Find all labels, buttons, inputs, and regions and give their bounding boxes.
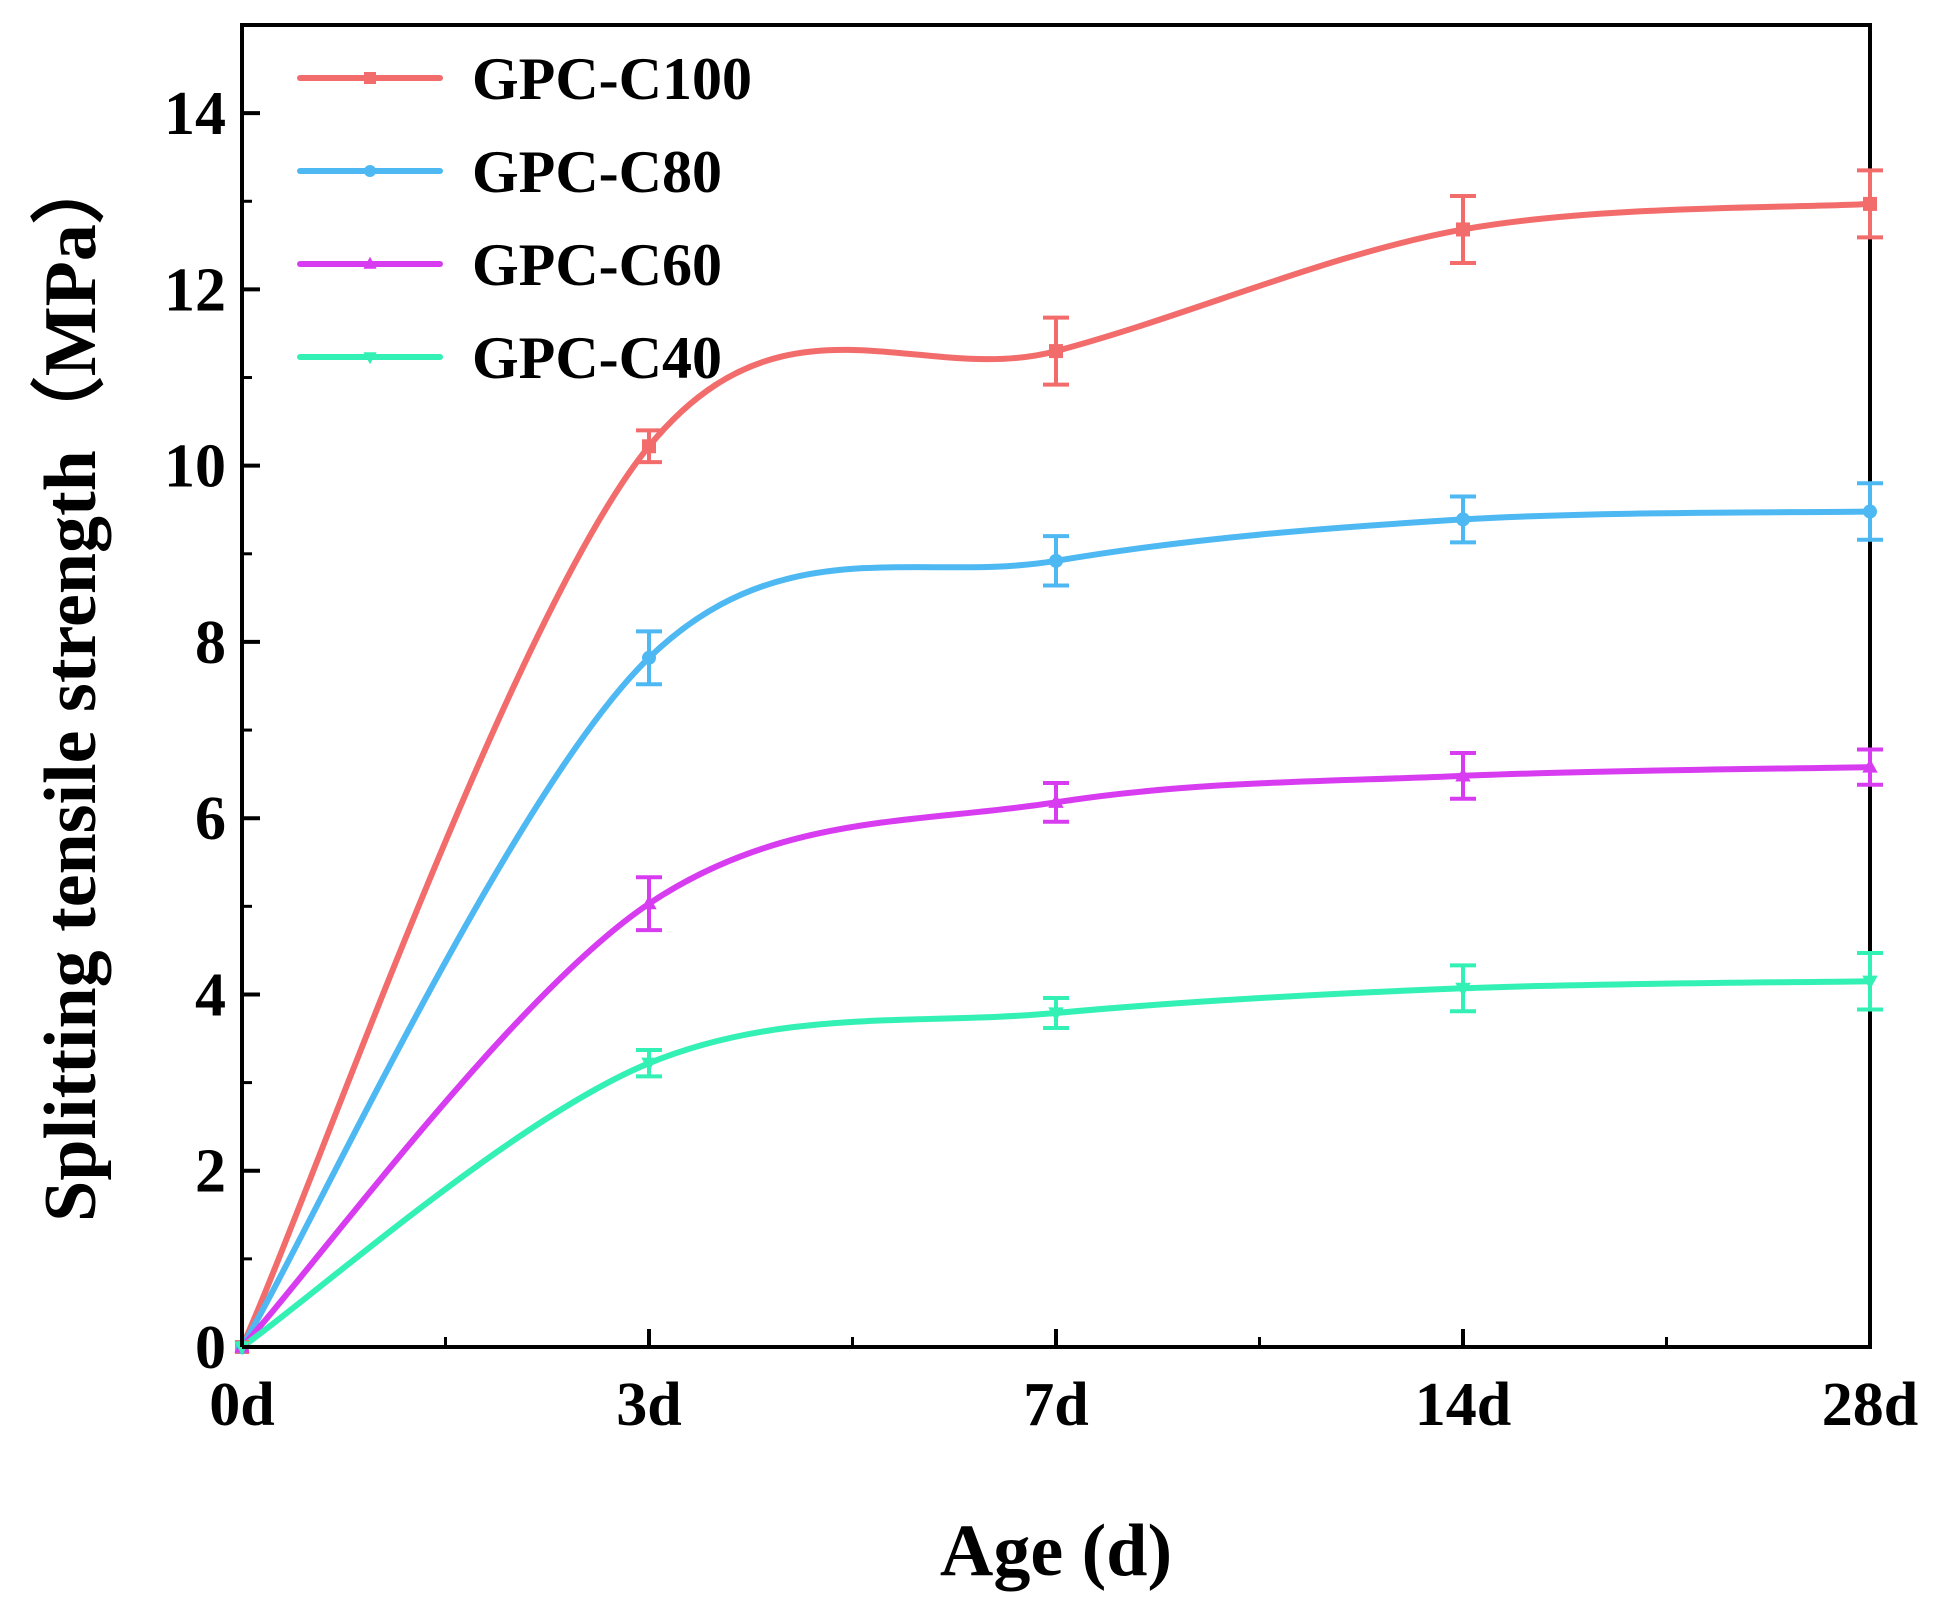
data-point-gpc-c80	[642, 650, 656, 665]
data-point-gpc-c100	[1863, 196, 1877, 211]
y-tick-label: 14	[164, 80, 226, 148]
data-point-gpc-c60	[1862, 758, 1878, 773]
data-point-gpc-c60	[1048, 793, 1064, 808]
y-tick-label: 0	[195, 1314, 226, 1382]
data-point-gpc-c60	[641, 895, 657, 910]
data-point-gpc-c40	[1455, 982, 1471, 997]
x-axis: 0d 3d 7d 14d 28d	[209, 1329, 1918, 1439]
data-point-gpc-c40	[1048, 1007, 1064, 1022]
data-point-gpc-c100	[1049, 344, 1063, 359]
legend-item-gpc-c100: GPC-C100	[297, 46, 752, 112]
data-point-gpc-c80	[1863, 504, 1877, 519]
legend: GPC-C100 GPC-C80 GPC-C60 GPC-C40	[297, 46, 752, 391]
x-tick-label: 7d	[1023, 1371, 1088, 1439]
error-bars	[234, 168, 1883, 1356]
y-tick-label: 4	[195, 961, 226, 1029]
y-axis: 0 2 4 6 8 10 12 14	[164, 80, 260, 1382]
data-point-gpc-c60	[1455, 767, 1471, 782]
series-curves	[239, 200, 1873, 1350]
y-axis-title: Splitting tensile strength（MPa）	[30, 150, 112, 1222]
x-tick-label: 0d	[209, 1371, 274, 1439]
series-line-gpc-c100	[239, 200, 1873, 1350]
legend-item-gpc-c80: GPC-C80	[297, 139, 722, 205]
legend-label: GPC-C40	[472, 325, 722, 391]
y-tick-label: 6	[195, 785, 226, 853]
data-point-gpc-c40	[641, 1057, 657, 1072]
plot-frame	[240, 23, 1872, 1349]
data-point-gpc-c100	[642, 439, 656, 454]
legend-item-gpc-c60: GPC-C60	[297, 232, 722, 298]
y-tick-label: 10	[164, 433, 226, 501]
series-line-gpc-c40	[239, 978, 1873, 1350]
legend-swatch-marker	[363, 256, 377, 269]
legend-label: GPC-C60	[472, 232, 722, 298]
x-axis-title: Age (d)	[940, 1510, 1172, 1592]
data-point-gpc-c80	[1456, 512, 1470, 527]
legend-label: GPC-C80	[472, 139, 722, 205]
legend-item-gpc-c40: GPC-C40	[297, 325, 722, 391]
x-tick-label: 14d	[1415, 1371, 1511, 1439]
plot-area	[234, 23, 1883, 1356]
series-line-gpc-c60	[239, 764, 1873, 1350]
x-tick-label: 3d	[616, 1371, 681, 1439]
legend-swatch-marker	[364, 165, 376, 177]
legend-label: GPC-C100	[472, 46, 752, 112]
series-line-gpc-c80	[239, 508, 1873, 1350]
y-tick-label: 2	[195, 1138, 226, 1206]
x-tick-label: 28d	[1822, 1371, 1918, 1439]
data-point-gpc-c100	[1456, 222, 1470, 237]
y-tick-label: 8	[195, 609, 226, 677]
legend-swatch-marker	[364, 72, 376, 84]
data-point-gpc-c40	[1862, 975, 1878, 990]
y-tick-label: 12	[164, 256, 226, 324]
data-point-gpc-c80	[1049, 553, 1063, 568]
legend-swatch-marker	[363, 352, 377, 365]
